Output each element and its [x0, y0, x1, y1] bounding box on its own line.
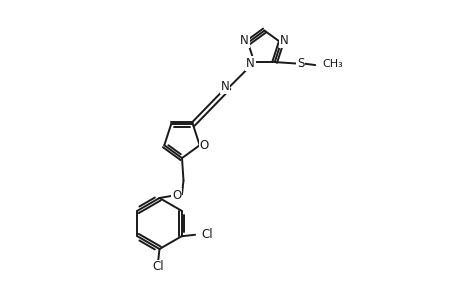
Text: N: N	[220, 80, 229, 93]
Text: S: S	[297, 57, 304, 70]
Text: CH₃: CH₃	[321, 59, 342, 70]
Text: O: O	[172, 189, 181, 202]
Text: Cl: Cl	[152, 260, 163, 274]
Text: N: N	[279, 34, 288, 47]
Text: Cl: Cl	[201, 228, 213, 241]
Text: N: N	[240, 34, 248, 47]
Text: O: O	[199, 139, 208, 152]
Text: N: N	[246, 57, 254, 70]
